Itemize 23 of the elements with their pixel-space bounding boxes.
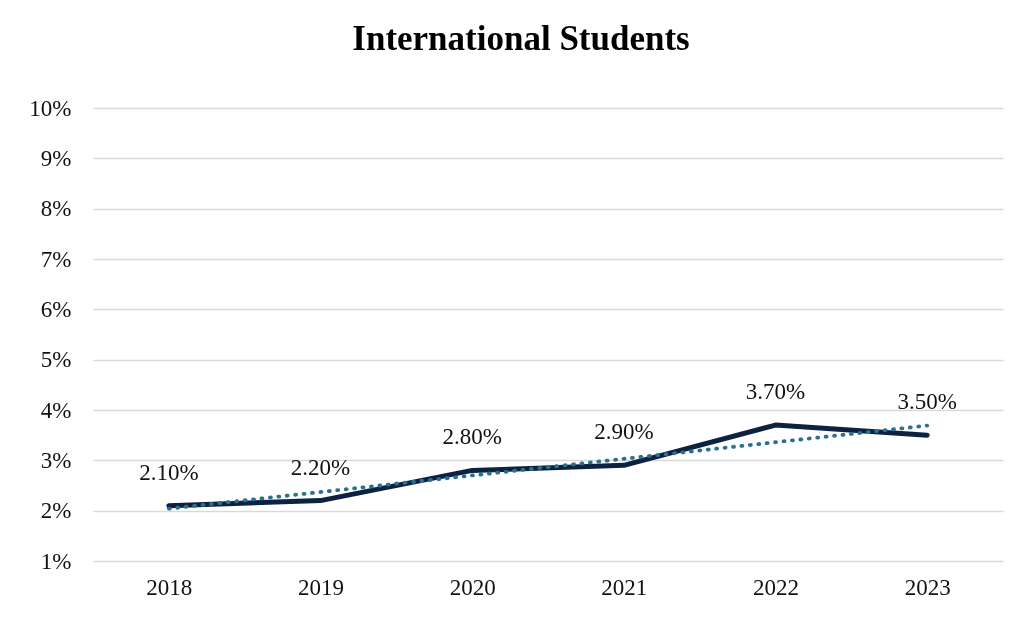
y-tick-label: 9% [40, 145, 72, 171]
x-tick-label: 2021 [601, 574, 648, 600]
x-tick-label: 2018 [146, 574, 193, 600]
x-tick-label: 2023 [904, 574, 951, 600]
x-tick-label: 2020 [449, 574, 496, 600]
data-label: 2.20% [290, 454, 351, 480]
data-label: 2.90% [594, 419, 654, 445]
chart-title: International Students [352, 19, 690, 58]
x-tick-label: 2022 [753, 574, 799, 600]
y-tick-label: 1% [40, 548, 72, 574]
y-tick-label: 6% [40, 296, 72, 322]
data-label: 3.50% [897, 389, 957, 415]
y-tick-label: 7% [40, 246, 72, 272]
data-label: 3.70% [745, 379, 806, 405]
data-label: 2.10% [139, 459, 199, 485]
y-tick-label: 2% [40, 498, 72, 524]
y-tick-label: 10% [29, 95, 72, 121]
y-tick-label: 3% [40, 447, 72, 473]
data-label: 2.80% [442, 424, 502, 450]
y-tick-label: 4% [40, 397, 72, 423]
y-tick-label: 5% [40, 347, 72, 373]
y-tick-label: 8% [40, 196, 72, 222]
x-tick-label: 2019 [298, 574, 344, 600]
